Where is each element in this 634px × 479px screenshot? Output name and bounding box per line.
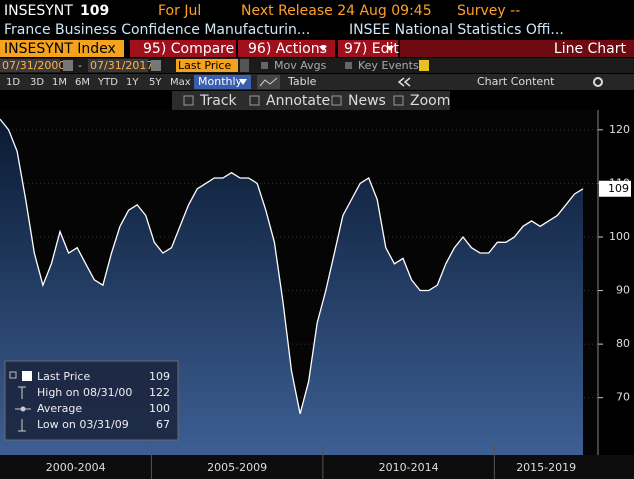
period-bar <box>0 74 634 90</box>
frequency[interactable]: Monthly <box>198 75 243 88</box>
legend-icon <box>20 406 26 412</box>
checkbox[interactable] <box>261 62 268 69</box>
legend-value: 67 <box>156 418 170 431</box>
x-axis-strip <box>0 455 634 479</box>
field[interactable]: Last Price <box>178 59 231 72</box>
table[interactable]: Table <box>287 75 317 88</box>
legend-value: 109 <box>149 370 170 383</box>
compare[interactable]: 95) Compare <box>143 41 234 57</box>
ticker: INSESYNT <box>4 3 73 19</box>
edit[interactable]: 97) Edit <box>344 41 399 57</box>
end-field[interactable] <box>88 59 148 72</box>
actions-button[interactable] <box>238 40 335 57</box>
x-period-label: 2000-2004 <box>46 461 106 474</box>
legend-label: High on 08/31/00 <box>37 386 132 399</box>
period-button[interactable]: 3D <box>30 77 44 88</box>
frequency-box[interactable] <box>194 75 251 89</box>
dropdown-arrow <box>386 46 394 51</box>
legend-label: Average <box>37 402 82 415</box>
legend-icon <box>18 419 26 432</box>
legend-icon <box>18 386 26 399</box>
period-button[interactable]: 6M <box>75 77 90 88</box>
view[interactable]: Line Chart <box>554 41 627 57</box>
start-field[interactable] <box>0 59 60 72</box>
description: France Business Confidence Manufacturin.… <box>4 22 310 38</box>
chart-icon-line <box>259 77 278 87</box>
collapse-icon[interactable] <box>397 77 405 87</box>
collapse-icon[interactable] <box>403 77 411 87</box>
info-icon[interactable] <box>419 60 429 71</box>
last-value-label: 109 <box>608 182 629 195</box>
actions[interactable]: 96) Actions <box>248 41 327 57</box>
legend-icon <box>9 371 17 379</box>
dropdown-arrow <box>319 46 327 51</box>
chart-icon[interactable] <box>257 75 280 89</box>
next-release: Next Release 24 Aug 09:45 <box>241 3 432 19</box>
mov-avgs[interactable]: Mov Avgs <box>274 59 327 72</box>
x-period-label: 2005-2009 <box>207 461 267 474</box>
period: For Jul <box>158 3 201 19</box>
tool-button[interactable]: Annotate <box>266 93 330 109</box>
y-tick-label: 120 <box>609 123 630 136</box>
tool-icon[interactable] <box>249 95 260 106</box>
last-value: 109 <box>80 3 109 19</box>
end-date[interactable]: 07/31/2017 <box>90 59 153 72</box>
line <box>0 118 584 414</box>
period-button[interactable]: 1M <box>52 77 67 88</box>
last-value-box <box>599 180 631 197</box>
legend-label: Last Price <box>37 370 90 383</box>
y-tick-label: 70 <box>616 391 630 404</box>
edit-button[interactable] <box>338 40 398 57</box>
view-bar <box>400 40 634 57</box>
tool-bar <box>172 91 450 110</box>
security[interactable]: INSESYNT Index <box>4 41 116 57</box>
tool-icon[interactable] <box>393 95 404 106</box>
period-button[interactable]: 1Y <box>126 77 139 88</box>
calendar-icon[interactable] <box>151 60 161 71</box>
settings-icon[interactable] <box>593 77 603 87</box>
period-button[interactable]: Max <box>170 77 191 88</box>
x-period-label: 2015-2019 <box>516 461 576 474</box>
x-period-label: 2010-2014 <box>379 461 439 474</box>
legend-value: 100 <box>149 402 170 415</box>
tool-icon[interactable] <box>331 95 342 106</box>
dropdown-arrow <box>239 79 247 85</box>
compare-button[interactable] <box>130 40 236 57</box>
security-box[interactable] <box>0 40 124 57</box>
legend-box <box>4 360 179 441</box>
period-button[interactable]: 5Y <box>149 77 162 88</box>
start-date[interactable]: 07/31/2000 <box>2 59 65 72</box>
checkbox[interactable] <box>345 62 352 69</box>
period-button[interactable]: 1D <box>6 77 20 88</box>
period-button[interactable]: YTD <box>97 77 118 88</box>
field-box[interactable] <box>176 59 238 72</box>
legend-swatch <box>22 371 32 381</box>
source: INSEE National Statistics Offi... <box>349 22 564 38</box>
y-tick-label: 100 <box>609 230 630 243</box>
tool-button[interactable]: News <box>348 93 386 109</box>
legend-label: Low on 03/31/09 <box>37 418 129 431</box>
y-tick-label: 80 <box>616 337 630 350</box>
field-dropdown[interactable] <box>240 59 249 72</box>
dash: - <box>78 59 82 72</box>
survey: Survey -- <box>457 3 520 19</box>
tool-button[interactable]: Track <box>199 93 238 109</box>
key-events[interactable]: Key Events <box>358 59 419 72</box>
chart-content[interactable]: Chart Content <box>477 75 555 88</box>
tool-icon[interactable] <box>183 95 194 106</box>
y-tick-label: 90 <box>616 284 630 297</box>
legend-value: 122 <box>149 386 170 399</box>
tool-button[interactable]: Zoom <box>410 93 450 109</box>
calendar-icon[interactable] <box>63 60 73 71</box>
